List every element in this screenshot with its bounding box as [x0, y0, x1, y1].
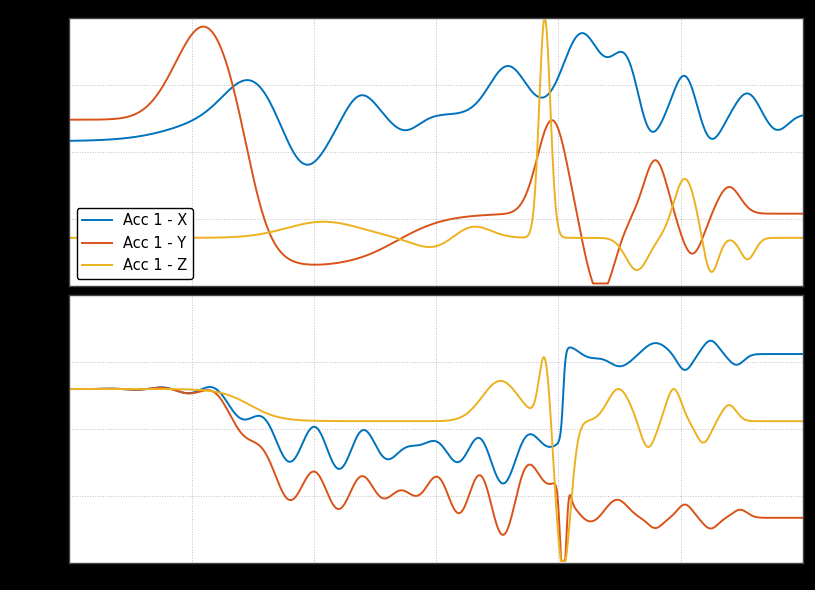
- Line: Acc 1 - Y: Acc 1 - Y: [69, 27, 803, 283]
- Acc 1 - Z: [148, 234, 158, 241]
- Acc 1 - X: [798, 112, 808, 119]
- Acc 1 - X: [302, 161, 312, 168]
- Line: Acc 1 - Z: Acc 1 - Z: [69, 21, 803, 272]
- Acc 1 - Z: [192, 234, 201, 241]
- Acc 1 - Y: [148, 97, 158, 104]
- Legend: Acc 1 - X, Acc 1 - Y, Acc 1 - Z: Acc 1 - X, Acc 1 - Y, Acc 1 - Z: [77, 208, 193, 279]
- Acc 1 - Z: [377, 231, 387, 238]
- Acc 1 - Z: [784, 234, 794, 241]
- Acc 1 - Y: [705, 215, 715, 222]
- Acc 1 - X: [377, 109, 387, 116]
- Acc 1 - Y: [377, 245, 387, 252]
- Acc 1 - Z: [539, 17, 548, 24]
- Acc 1 - Z: [707, 268, 716, 276]
- Acc 1 - Y: [784, 210, 794, 217]
- Acc 1 - Z: [705, 267, 715, 274]
- Acc 1 - X: [784, 120, 794, 127]
- Acc 1 - Y: [798, 210, 808, 217]
- Acc 1 - Z: [346, 222, 355, 229]
- Acc 1 - Y: [588, 280, 598, 287]
- Acc 1 - Z: [64, 234, 74, 241]
- Acc 1 - X: [64, 137, 74, 145]
- Line: Acc 1 - X: Acc 1 - X: [69, 33, 803, 165]
- Acc 1 - Z: [798, 234, 808, 241]
- Acc 1 - Y: [64, 116, 74, 123]
- Acc 1 - Y: [346, 257, 355, 264]
- Acc 1 - X: [192, 114, 201, 122]
- Acc 1 - X: [705, 135, 715, 142]
- Acc 1 - Y: [192, 26, 201, 33]
- Acc 1 - Y: [198, 23, 208, 30]
- Acc 1 - X: [577, 30, 587, 37]
- Acc 1 - X: [148, 130, 158, 137]
- Acc 1 - X: [346, 100, 355, 107]
